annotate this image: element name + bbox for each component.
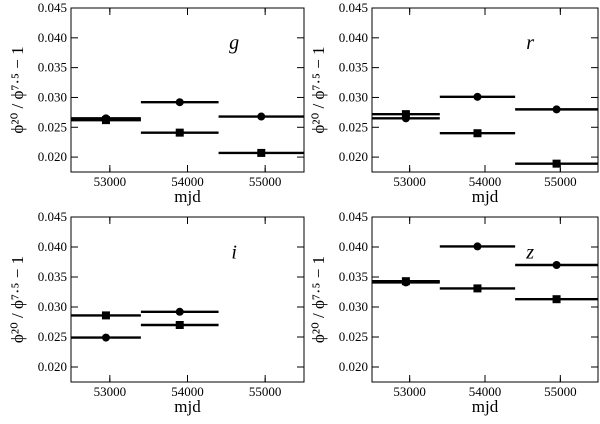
chart-panel-g: 0.020 0.025 0.030 0.035 0.040 0.045 53000 54000… xyxy=(8,0,305,206)
plot-frame xyxy=(70,216,305,383)
y-tick-label: 0.025 xyxy=(339,119,368,134)
y-tick-label: 0.025 xyxy=(38,119,67,134)
y-tick-label: 0.040 xyxy=(38,239,67,254)
y-axis-title: ϕ²⁰ / ϕ⁷·⁵ − 1 xyxy=(8,46,27,133)
y-tick-label: 0.030 xyxy=(339,89,368,104)
y-tick-label: 0.020 xyxy=(339,359,368,374)
y-tick-label: 0.030 xyxy=(339,299,368,314)
chart-panel-z: 0.020 0.025 0.030 0.035 0.040 0.045 53000 54000… xyxy=(309,209,599,416)
chart-panel-r: 0.020 0.025 0.030 0.035 0.040 0.045 53000 54000… xyxy=(309,0,599,206)
data-point-square xyxy=(552,295,561,304)
y-tick-label: 0.045 xyxy=(38,209,67,224)
y-tick-label: 0.040 xyxy=(38,30,67,45)
x-tick-label: 54000 xyxy=(469,174,502,189)
x-tick-label: 55000 xyxy=(249,384,282,399)
data-point-square xyxy=(101,311,110,320)
data-point-square xyxy=(473,129,482,138)
y-tick-label: 0.020 xyxy=(339,149,368,164)
y-tick-label: 0.045 xyxy=(339,0,368,15)
y-tick-label: 0.045 xyxy=(339,209,368,224)
x-tick-label: 55000 xyxy=(544,384,577,399)
data-point-circle xyxy=(552,261,561,269)
y-tick-label: 0.035 xyxy=(38,60,67,75)
x-tick-label: 55000 xyxy=(249,174,282,189)
x-tick-label: 55000 xyxy=(544,174,577,189)
x-axis-title: mjd xyxy=(174,187,201,206)
x-tick-label: 53000 xyxy=(393,384,426,399)
data-point-circle xyxy=(473,242,482,251)
data-point-square xyxy=(101,116,110,125)
y-tick-label: 0.035 xyxy=(38,269,67,284)
data-point-circle xyxy=(257,112,266,121)
data-point-square xyxy=(401,110,410,119)
x-tick-label: 53000 xyxy=(94,384,127,399)
y-tick-label: 0.035 xyxy=(339,269,368,284)
data-point-circle xyxy=(175,98,184,107)
x-tick-label: 54000 xyxy=(171,174,204,189)
panel-band-label: z xyxy=(525,241,534,263)
data-point-circle xyxy=(473,92,482,101)
y-tick-label: 0.040 xyxy=(339,239,368,254)
x-axis-title: mjd xyxy=(472,187,499,206)
y-tick-label: 0.030 xyxy=(38,299,67,314)
y-tick-label: 0.040 xyxy=(339,30,368,45)
y-tick-label: 0.020 xyxy=(38,149,67,164)
plot-frame xyxy=(371,7,599,173)
panel-band-label: r xyxy=(526,32,534,54)
x-tick-label: 54000 xyxy=(171,384,204,399)
panel-band-label: i xyxy=(231,241,237,263)
data-point-square xyxy=(257,148,266,157)
y-tick-label: 0.035 xyxy=(339,60,368,75)
data-point-square xyxy=(473,284,482,293)
y-axis-title: ϕ²⁰ / ϕ⁷·⁵ − 1 xyxy=(309,46,328,133)
data-point-circle xyxy=(101,333,110,342)
y-tick-label: 0.025 xyxy=(38,329,67,344)
y-tick-label: 0.025 xyxy=(339,329,368,344)
x-tick-label: 53000 xyxy=(393,174,426,189)
chart-panel-i: 0.020 0.025 0.030 0.035 0.040 0.045 53000 54000… xyxy=(8,209,305,416)
panel-band-label: g xyxy=(229,32,239,54)
data-point-square xyxy=(401,277,410,286)
y-axis-title: ϕ²⁰ / ϕ⁷·⁵ − 1 xyxy=(8,256,27,343)
x-axis-title: mjd xyxy=(472,397,499,416)
data-point-square xyxy=(175,321,184,329)
data-point-circle xyxy=(175,307,184,316)
data-point-circle xyxy=(552,105,561,114)
y-tick-label: 0.045 xyxy=(38,0,67,15)
x-tick-label: 53000 xyxy=(94,174,127,189)
y-tick-label: 0.020 xyxy=(38,359,67,374)
plot-frame xyxy=(70,7,305,173)
data-point-square xyxy=(175,128,184,137)
x-axis-title: mjd xyxy=(174,397,201,416)
data-point-square xyxy=(552,159,561,168)
x-tick-label: 54000 xyxy=(469,384,502,399)
y-axis-title: ϕ²⁰ / ϕ⁷·⁵ − 1 xyxy=(309,256,328,343)
y-tick-label: 0.030 xyxy=(38,89,67,104)
